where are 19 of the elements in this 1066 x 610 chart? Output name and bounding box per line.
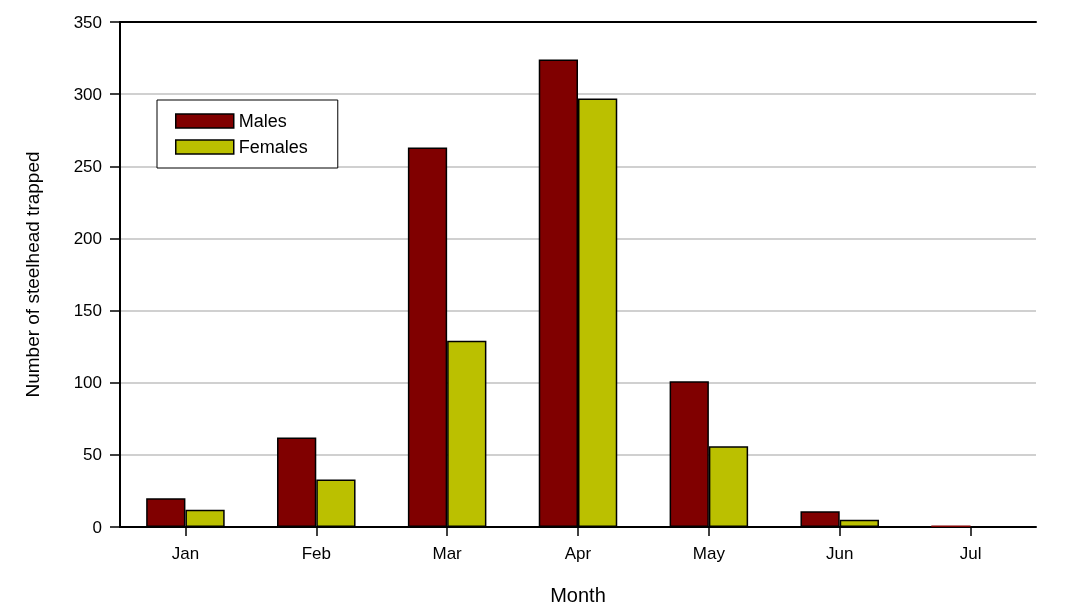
x-tick-label: Jul bbox=[959, 544, 982, 563]
y-tick-label: 50 bbox=[83, 445, 102, 465]
x-axis-title: Month bbox=[550, 584, 606, 606]
y-tick-label: 350 bbox=[73, 12, 102, 32]
y-tick-label: 250 bbox=[73, 156, 102, 176]
y-axis-title: Number of steelhead trapped bbox=[22, 151, 43, 398]
legend-label: Males bbox=[238, 111, 287, 131]
x-tick-label: Jun bbox=[826, 544, 854, 563]
y-tick-label: 100 bbox=[73, 373, 102, 393]
x-tick-label: May bbox=[692, 544, 726, 563]
x-tick-label: Jan bbox=[171, 544, 200, 563]
y-tick-label: 150 bbox=[73, 301, 102, 321]
x-tick-label: Mar bbox=[432, 544, 463, 563]
y-tick-label: 300 bbox=[73, 84, 102, 104]
x-tick-label: Feb bbox=[301, 544, 331, 563]
y-tick-label: 200 bbox=[73, 228, 102, 248]
y-tick-label: 0 bbox=[92, 517, 102, 537]
x-tick-label: Apr bbox=[564, 544, 592, 563]
legend-label: Females bbox=[238, 137, 308, 157]
